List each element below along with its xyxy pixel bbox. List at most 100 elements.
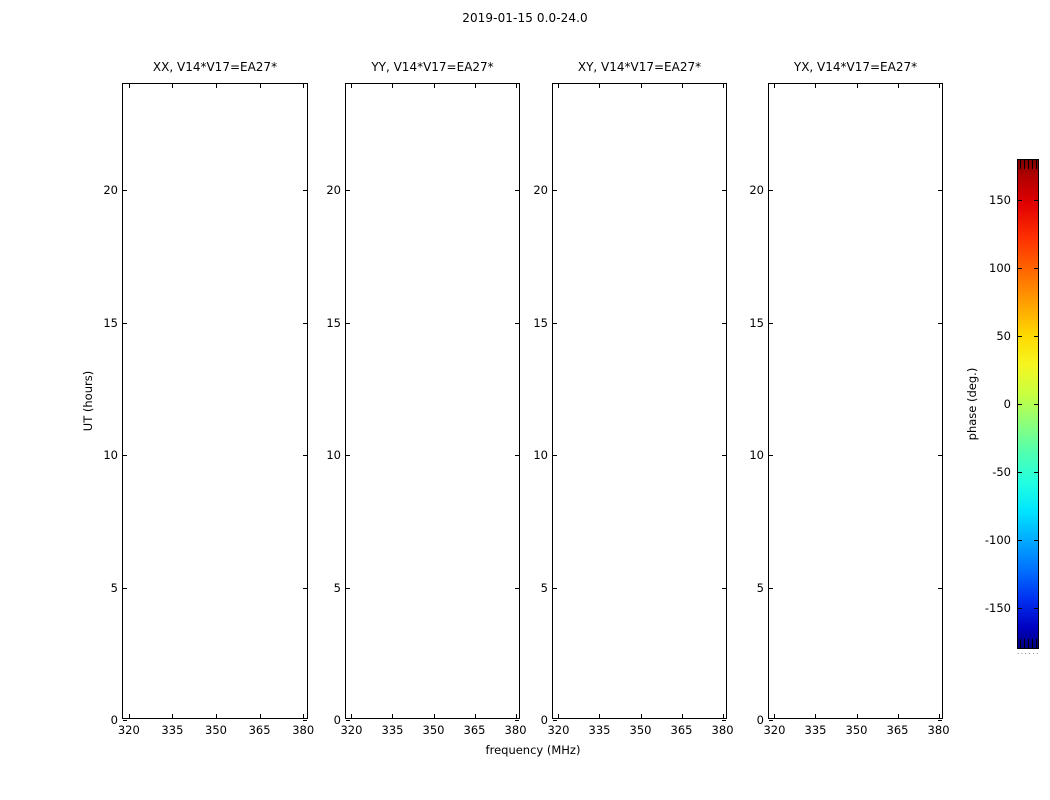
y-tick-label: 5 [540,580,548,595]
colorbar-tick-mark [1017,335,1022,337]
y-tick-label: 5 [110,580,118,595]
x-tick-mark-top [815,84,817,88]
y-tick-label: 0 [756,713,764,727]
x-tick-label: 320 [340,723,363,737]
y-tick-mark-right [303,322,307,324]
y-tick-label: 20 [103,183,118,197]
y-tick-mark-right [303,455,307,456]
y-tick-mark [769,322,773,324]
y-tick-mark [123,322,127,324]
x-tick-mark-top [216,84,217,88]
x-tick-mark [640,714,642,718]
y-tick-mark [553,720,557,721]
y-tick-mark-right [515,322,519,324]
x-tick-mark [128,714,130,718]
x-tick-mark [897,714,899,718]
x-tick-mark [303,714,305,718]
plot-panel-xx[interactable]: XX, V14*V17=EA27* 320 335 350 365 380 0 5 10 15 2… [103,60,314,737]
y-tick-mark [123,190,127,191]
y-tick-mark [346,322,350,324]
x-tick-label: 350 [205,723,227,737]
colorbar-tick-mark [1017,199,1022,201]
x-tick-label: 365 [463,723,486,737]
y-tick-mark-right [722,190,726,191]
panel-title-yy: YY, V14*V17=EA27* [371,60,494,74]
y-tick-mark [769,720,773,721]
y-tick-mark-right [938,455,942,456]
y-tick-mark-right [303,190,307,191]
x-tick-mark-top [722,84,724,88]
colorbar-tick-mark-right [1034,608,1039,610]
y-tick-label: 20 [749,183,764,197]
colorbar-tick-mark-right [1034,267,1039,269]
colorbar-tick-label: -50 [992,465,1011,480]
y-tick-mark-right [515,720,519,721]
y-tick-label: 15 [103,315,118,330]
y-tick-label: 15 [326,315,341,330]
colorbar-minor-tick [1028,160,1029,169]
colorbar-tick-label: 150 [989,192,1011,207]
plot-panel-yy[interactable]: YY, V14*V17=EA27* 320 335 350 365 380 0 5 10 15 2… [326,60,526,737]
colorbar-tick-label: 100 [989,260,1011,275]
y-tick-mark-right [515,455,519,456]
x-tick-mark [392,714,394,718]
x-tick-label: 335 [804,723,827,737]
x-tick-mark [259,714,261,718]
colorbar-tick-label: -150 [984,601,1011,616]
y-tick-label: 10 [533,448,548,462]
y-tick-mark-right [722,587,726,589]
plot-panel-yx[interactable]: YX, V14*V17=EA27* 320 335 350 365 380 0 5 10 15 2… [749,60,949,737]
y-tick-mark [553,455,557,456]
x-tick-label: 350 [629,723,652,737]
y-tick-mark-right [722,720,726,721]
x-tick-label: 350 [845,723,868,737]
x-tick-mark-top [938,84,940,88]
colorbar-minor-tick [1020,639,1021,648]
y-tick-mark [346,190,350,191]
x-tick-mark [216,714,217,718]
x-tick-mark-top [558,84,560,88]
x-tick-label: 365 [248,723,271,737]
y-tick-label: 5 [756,580,764,595]
colorbar-tick-label: 0 [1003,397,1011,411]
x-tick-mark-top [515,84,517,88]
x-tick-mark-top [599,84,601,88]
x-tick-label: 365 [670,723,693,737]
y-tick-mark-right [515,190,519,191]
x-tick-mark [856,714,858,718]
figure-suptitle: 2019-01-15 0.0-24.0 [462,11,588,25]
y-tick-mark-right [303,587,307,589]
y-tick-mark [346,455,350,456]
colorbar-tick-mark [1017,472,1022,474]
x-tick-mark-top [681,84,683,88]
colorbar-minor-tick [1028,639,1029,648]
x-tick-mark-top [351,84,353,88]
colorbar-minor-tick [1024,639,1025,648]
x-tick-mark [558,714,560,718]
y-tick-mark [553,322,557,324]
x-tick-label: 380 [711,723,734,737]
colorbar-minor-tick [1024,160,1025,169]
panel-title-yx: YX, V14*V17=EA27* [793,60,918,74]
x-tick-mark-top [128,84,130,88]
x-tick-mark-top [172,84,174,88]
colorbar-tick-mark [1017,608,1022,610]
panel-title-xy: XY, V14*V17=EA27* [577,60,702,74]
x-tick-label: 380 [292,723,315,737]
colorbar-minor-tick [1032,639,1033,648]
colorbar-tick-mark-right [1034,335,1039,337]
x-tick-mark-top [303,84,305,88]
x-tick-label: 335 [588,723,611,737]
y-tick-label: 10 [326,448,341,462]
colorbar[interactable]: 150 100 50 0 -50 -100 -150 [985,159,1039,649]
colorbar-tick-mark [1017,267,1022,269]
x-tick-mark-top [259,84,261,88]
y-tick-label: 0 [110,713,118,727]
plot-panel-xy[interactable]: XY, V14*V17=EA27* 320 335 350 365 380 0 5 10 15 2… [533,60,733,737]
y-tick-mark [769,587,773,589]
y-tick-mark-right [722,322,726,324]
colorbar-underflow-dots: ······ [1017,653,1039,656]
panel-title-xx: XX, V14*V17=EA27* [152,60,278,74]
y-tick-mark-right [722,455,726,456]
